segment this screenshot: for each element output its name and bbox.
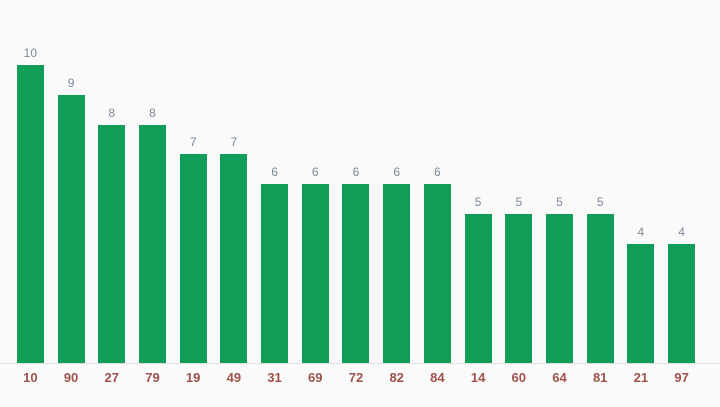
- bar-column: 7: [173, 0, 214, 363]
- bar[interactable]: [16, 65, 44, 363]
- x-tick-label: 31: [267, 370, 282, 385]
- x-axis-labels: 10 90 27 79 19 49 31 69 72 82 84 14 60 64 81 21 97: [10, 369, 702, 387]
- x-tick-label: 72: [348, 370, 364, 385]
- x-tick-label: 79: [145, 370, 160, 385]
- bar-column: 6: [254, 0, 295, 363]
- bars-area: 10 9 8 8 7 7 6 6 6 6 6 5 5 5 5 4 4: [10, 0, 702, 363]
- bar[interactable]: [505, 214, 533, 363]
- bar-column: 9: [51, 0, 92, 363]
- x-tick-label: 69: [308, 370, 323, 385]
- x-tick-label: 21: [633, 370, 649, 385]
- bar[interactable]: [423, 184, 451, 363]
- bar[interactable]: [220, 154, 248, 363]
- bar-column: 8: [91, 0, 132, 363]
- bar-column: 6: [417, 0, 458, 363]
- bar[interactable]: [627, 243, 655, 363]
- bar[interactable]: [668, 243, 696, 363]
- x-tick-label: 97: [674, 370, 689, 385]
- bar[interactable]: [545, 214, 573, 363]
- bar[interactable]: [342, 184, 370, 363]
- x-tick-label: 82: [389, 370, 404, 385]
- x-tick-label: 64: [552, 370, 567, 385]
- bar-value-label: 5: [515, 195, 523, 209]
- bar-value-label: 4: [678, 224, 685, 239]
- bar-value-label: 5: [596, 195, 604, 209]
- bar-column: 4: [621, 0, 662, 363]
- bar-value-label: 6: [271, 165, 278, 180]
- x-tick-label: 27: [104, 370, 119, 385]
- x-tick-label: 10: [23, 370, 38, 385]
- bar-column: 5: [458, 0, 499, 363]
- bar-column: 5: [498, 0, 539, 363]
- bar[interactable]: [179, 154, 207, 363]
- bar-value-label: 10: [23, 46, 38, 60]
- x-axis-line: [0, 363, 720, 364]
- bar-value-label: 9: [67, 75, 75, 90]
- bar-value-label: 6: [311, 165, 319, 180]
- bar-column: 10: [10, 0, 51, 363]
- bar[interactable]: [261, 184, 289, 363]
- bar[interactable]: [464, 214, 492, 363]
- bar-column: 8: [132, 0, 173, 363]
- x-tick-label: 14: [470, 370, 486, 385]
- x-tick-label: 60: [511, 370, 527, 385]
- bar-column: 6: [295, 0, 336, 363]
- x-tick-label: 84: [430, 370, 445, 385]
- bar-value-label: 4: [637, 224, 645, 239]
- bar-column: 6: [376, 0, 417, 363]
- bar-column: 4: [661, 0, 702, 363]
- bar[interactable]: [301, 184, 329, 363]
- bar-value-label: 6: [352, 165, 360, 180]
- bar-column: 5: [539, 0, 580, 363]
- bar-value-label: 7: [189, 135, 197, 150]
- bar-value-label: 6: [434, 165, 441, 180]
- bar[interactable]: [57, 94, 85, 363]
- x-tick-label: 49: [226, 370, 242, 385]
- bar-value-label: 6: [393, 165, 401, 180]
- bar[interactable]: [98, 124, 126, 363]
- bar-value-label: 8: [108, 105, 116, 120]
- bar-value-label: 5: [556, 195, 563, 209]
- bar-column: 5: [580, 0, 621, 363]
- bar[interactable]: [138, 124, 166, 363]
- bar-value-label: 8: [149, 105, 156, 120]
- bar-value-label: 7: [230, 135, 238, 150]
- bar[interactable]: [586, 214, 614, 363]
- bar-value-label: 5: [474, 195, 482, 209]
- x-tick-label: 81: [592, 370, 608, 385]
- x-tick-label: 19: [185, 370, 201, 385]
- bar-column: 6: [336, 0, 377, 363]
- bar-column: 7: [214, 0, 255, 363]
- x-tick-label: 90: [63, 370, 79, 385]
- bar[interactable]: [383, 184, 411, 363]
